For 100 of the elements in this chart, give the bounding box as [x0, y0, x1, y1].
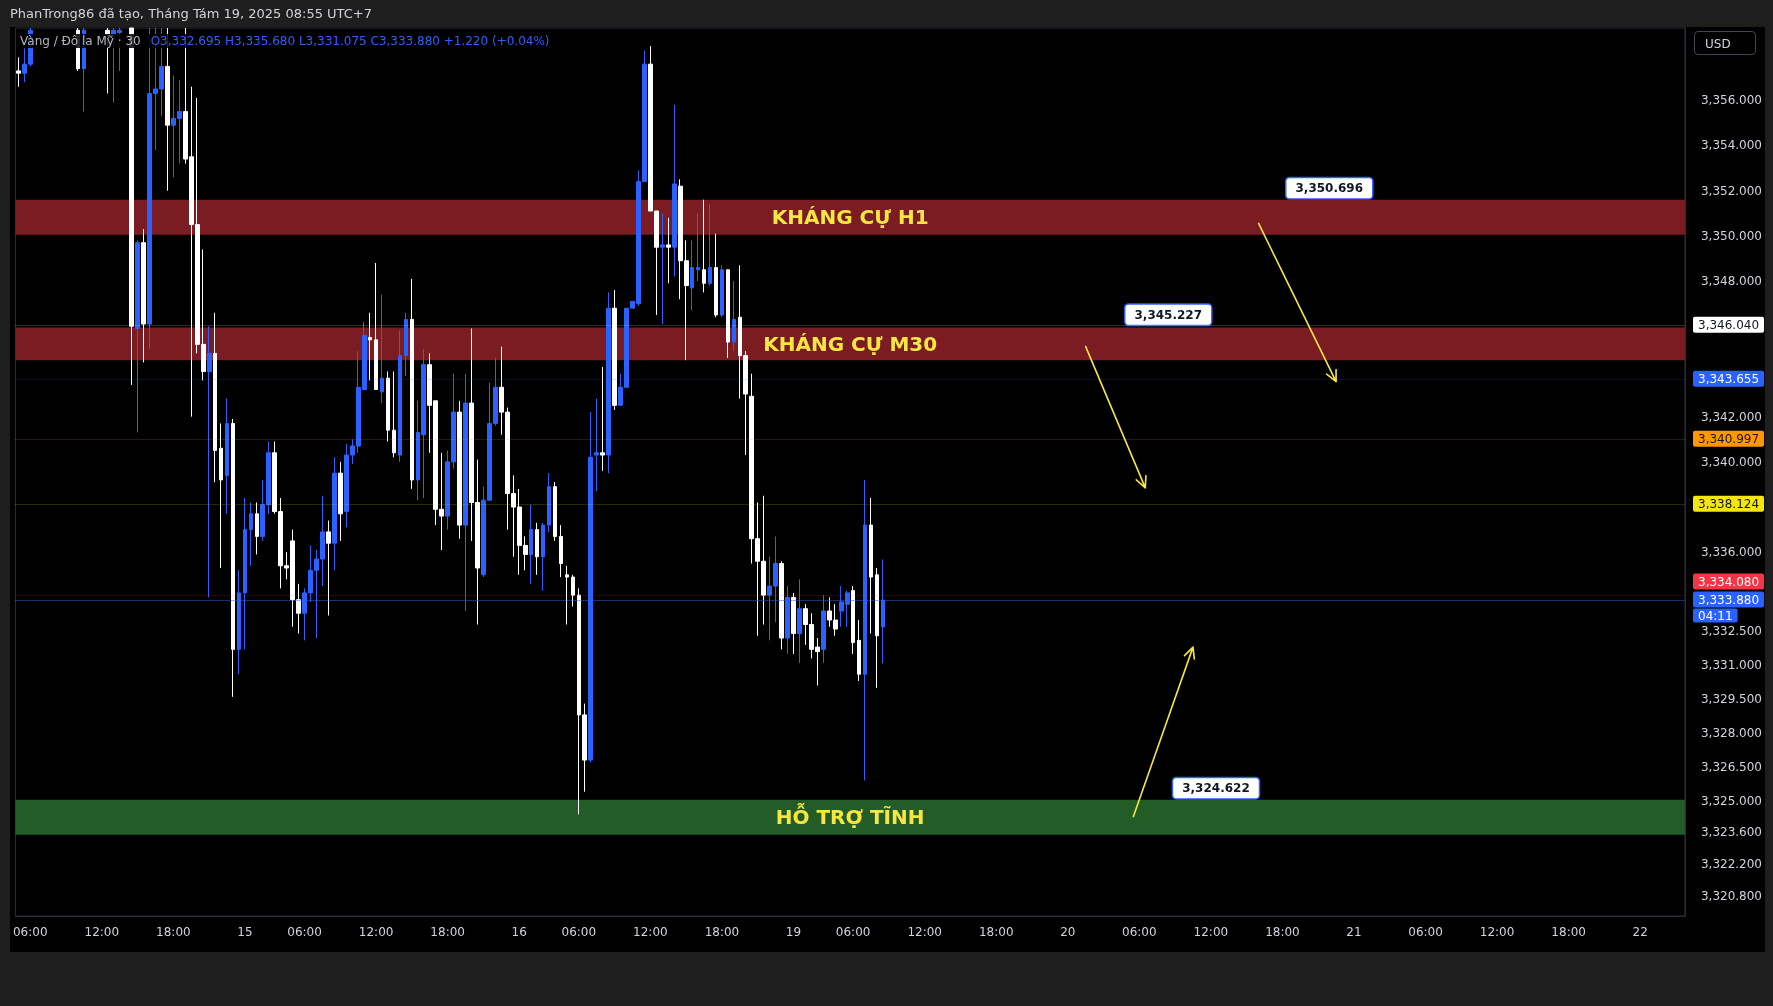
candlestick	[207, 325, 212, 598]
x-tick-label: 12:00	[1479, 925, 1515, 939]
candlestick	[457, 400, 462, 540]
x-tick-label: 12:00	[633, 925, 668, 939]
x-tick-label: 15	[237, 925, 253, 939]
y-tick-label: 3,328.000	[1700, 725, 1763, 740]
y-tick-label: 3,322.200	[1700, 857, 1763, 872]
x-tick-label: 18:00	[704, 925, 740, 939]
candlestick	[332, 456, 337, 571]
band-label: HỖ TRỢ TĨNH	[775, 802, 925, 830]
x-tick-label: 06:00	[287, 925, 322, 939]
candlestick	[851, 585, 855, 655]
x-tick-label: 18:00	[978, 925, 1014, 939]
candlestick	[219, 422, 223, 569]
candlestick	[875, 567, 879, 689]
y-tick-label: 3,342.000	[1700, 409, 1763, 424]
candlestick	[404, 312, 408, 377]
candlestick	[141, 228, 146, 363]
ref-line-label: 3,333.880	[1698, 592, 1760, 607]
y-tick-label: 3,320.800	[1700, 888, 1763, 903]
candlestick	[255, 502, 259, 555]
candlestick	[249, 502, 253, 567]
candlestick	[547, 472, 551, 533]
candlestick	[779, 560, 784, 650]
candlestick	[135, 239, 140, 433]
band-label: KHÁNG CỰ M30	[763, 331, 938, 356]
candlestick	[386, 370, 390, 442]
candlestick	[726, 269, 730, 359]
y-tick-label: 3,329.500	[1700, 692, 1763, 707]
annotation: 3,345.227	[1134, 307, 1203, 322]
candlestick	[702, 199, 706, 293]
text: USD	[1694, 31, 1756, 55]
y-tick-label: 3,348.000	[1700, 274, 1763, 289]
x-tick-label: 12:00	[1193, 925, 1229, 939]
annotation: 3,324.622	[1182, 781, 1250, 796]
x-tick-label: 18:00	[430, 925, 465, 939]
candlestick	[600, 366, 605, 472]
y-tick-label: 3,352.000	[1700, 183, 1763, 198]
y-tick-label: 3,326.500	[1700, 759, 1763, 774]
y-tick-label: 3,356.000	[1700, 93, 1763, 108]
text: O3,332.695 H3,335.680 L3,331.075 C3,333.880 +1.220 (+0.04%)	[150, 34, 550, 48]
ref-line-label: 3,346.040	[1698, 317, 1760, 332]
candlestick	[326, 520, 331, 616]
candlestick	[535, 522, 539, 576]
candlestick	[594, 398, 599, 492]
x-tick-label: 06:00	[1408, 925, 1443, 939]
y-tick-label: 3,354.000	[1700, 138, 1763, 153]
x-tick-label: 18:00	[1551, 925, 1586, 939]
candlestick	[559, 524, 563, 578]
x-tick-label: 06:00	[561, 925, 597, 939]
ref-line-label: 3,338.124	[1698, 496, 1760, 511]
candlestick	[213, 312, 217, 483]
text: 04:11	[1698, 608, 1733, 623]
candlestick	[708, 203, 712, 287]
candlestick	[612, 289, 617, 411]
x-tick-label: 06:00	[835, 925, 871, 939]
ref-line-label: 3,340.997	[1698, 431, 1760, 446]
candlestick	[666, 217, 671, 284]
candlestick	[571, 574, 575, 607]
x-tick-label: 18:00	[1265, 925, 1300, 939]
x-tick-label: 19	[785, 925, 802, 939]
annotation: 3,350.696	[1295, 181, 1364, 196]
x-tick-label: 06:00	[1122, 925, 1157, 939]
candlestick	[231, 418, 235, 698]
text: Vàng / Đô la Mỹ · 30	[20, 34, 141, 48]
y-tick-label: 3,332.500	[1700, 624, 1763, 639]
candlestick	[338, 461, 343, 542]
candlestick	[541, 522, 545, 592]
y-tick-label: 3,331.000	[1700, 658, 1763, 673]
candlestick	[225, 398, 229, 515]
y-tick-label: 3,325.000	[1700, 793, 1763, 808]
text: PhanTrong86 đã tạo, Tháng Tám 19, 2025 08:55 UTC+7	[10, 6, 373, 21]
candlestick	[690, 239, 694, 311]
x-tick-label: 16	[511, 925, 527, 939]
candlestick	[398, 330, 402, 463]
y-tick-label: 3,323.600	[1700, 825, 1763, 840]
candlestick	[857, 619, 861, 682]
x-tick-label: 06:00	[12, 925, 48, 939]
x-tick-label: 12:00	[358, 925, 394, 939]
y-tick-label: 3,336.000	[1700, 545, 1763, 560]
candlestick	[696, 212, 700, 282]
candlestick	[392, 370, 396, 458]
candlestick	[529, 504, 533, 585]
ref-line-label: 3,343.655	[1698, 371, 1760, 386]
x-tick-label: 12:00	[84, 925, 120, 939]
candlestick	[720, 264, 724, 318]
x-tick-label: 18:00	[156, 925, 191, 939]
ref-line-label: 3,334.080	[1698, 574, 1760, 589]
x-tick-label: 21	[1346, 925, 1362, 939]
candlestick	[368, 312, 372, 381]
candlestick	[869, 497, 873, 635]
candlestick	[606, 291, 611, 474]
candlestick	[374, 262, 378, 391]
y-tick-label: 3,340.000	[1700, 454, 1763, 469]
candlestick	[672, 104, 677, 278]
x-tick-label: 12:00	[907, 925, 942, 939]
candlestick	[553, 481, 557, 542]
x-tick-label: 22	[1632, 925, 1648, 939]
candlestick	[410, 278, 414, 490]
x-tick-label: 20	[1060, 925, 1076, 939]
